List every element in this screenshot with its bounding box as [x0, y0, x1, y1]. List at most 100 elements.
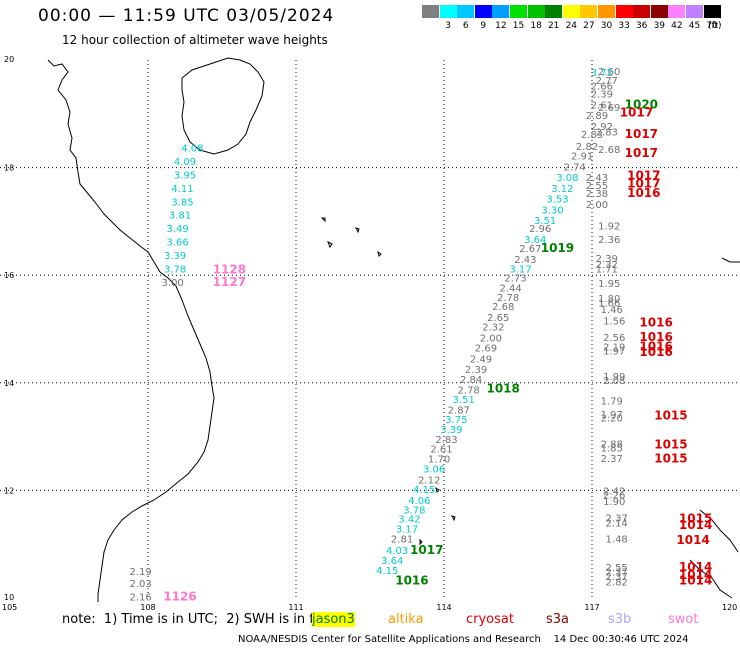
- pressure-label: 1017: [627, 177, 660, 191]
- wave-height-reading: 2.89: [586, 111, 608, 122]
- wave-height-reading: 2.96: [529, 224, 551, 235]
- legend-swatch: [580, 5, 598, 18]
- wave-height-reading: 1.95: [598, 279, 620, 290]
- wave-height-reading: 3.06: [423, 465, 445, 476]
- wave-height-reading: 2.91: [571, 152, 593, 163]
- legend-label: 9: [480, 21, 487, 31]
- wave-height-reading: 3.51: [534, 216, 556, 227]
- pressure-label: 1014: [679, 518, 712, 532]
- wave-height-reading: 2.78: [497, 293, 519, 304]
- spratly-islands: [419, 486, 456, 546]
- wave-height-reading: 1.48: [606, 535, 628, 546]
- wave-height-reading: 2.00: [480, 333, 502, 344]
- wave-height-reading: 4.08: [181, 143, 203, 154]
- wave-height-reading: 2.81: [391, 535, 413, 546]
- wave-height-reading: 2.65: [487, 313, 509, 324]
- wave-height-reading: 1.79: [601, 396, 623, 407]
- wave-height-reading: 2.00: [586, 200, 608, 211]
- coastline: [47, 57, 740, 602]
- wave-height-reading: 4.11: [171, 184, 193, 195]
- wave-height-reading: 2.83: [596, 127, 618, 138]
- latitude-label: 10: [4, 593, 14, 602]
- wave-height-reading: 2.14: [606, 518, 628, 529]
- wave-height-reading: 2.32: [482, 323, 504, 334]
- pressure-label: 1015: [654, 408, 687, 422]
- longitude-label: 114: [436, 603, 451, 612]
- wave-height-reading: 2.37: [606, 572, 628, 583]
- wave-height-reading: 2.55: [586, 181, 608, 192]
- page-subtitle: 12 hour collection of altimeter wave hei…: [62, 33, 328, 47]
- pressure-label: 1127: [213, 275, 246, 289]
- wave-height-reading: 3.64: [524, 235, 546, 246]
- wave-height-reading: 3.53: [546, 195, 568, 206]
- wave-height-reading: 2.74: [564, 162, 586, 173]
- legend-swatch: [510, 5, 527, 18]
- wave-height-reading: 2.39: [591, 90, 613, 101]
- pressure-label: 1020: [625, 97, 658, 111]
- wave-height-reading: 2.88: [601, 439, 623, 450]
- wave-height-reading: 2.56: [603, 333, 625, 344]
- wave-height-reading: 2.49: [470, 354, 492, 365]
- legend-swatch: [598, 5, 615, 18]
- latitude-label: 16: [4, 271, 14, 280]
- wave-height-reading: 2.37: [606, 567, 628, 578]
- wave-height-reading: 2.92: [591, 122, 613, 133]
- legend-swatch: [615, 5, 633, 18]
- latitude-label: 14: [4, 379, 14, 388]
- wave-height-reading: 2.68: [492, 302, 514, 313]
- wave-height-reading: 3.00: [162, 278, 184, 289]
- wave-height-reading: 1.56: [603, 317, 625, 328]
- wave-height-reading: 2.39: [465, 365, 487, 376]
- longitude-label: 120: [722, 603, 737, 612]
- pressure-label: 1019: [541, 241, 574, 255]
- legend-label: 6: [462, 21, 469, 31]
- wave-height-reading: 2.61: [430, 445, 452, 456]
- legend-swatch: [668, 5, 686, 18]
- wave-height-reading: 1.70: [428, 454, 450, 465]
- wave-height-reading: 3.39: [164, 251, 186, 262]
- legend-label: 45: [688, 21, 701, 31]
- pressure-label: 1017: [625, 146, 658, 160]
- pressure-label: 1018: [486, 381, 519, 395]
- legend-swatch: [703, 5, 721, 18]
- wave-height-reading: 2.82: [576, 142, 598, 153]
- wave-height-reading: 1.66: [598, 298, 620, 309]
- wave-height-reading: 1.80: [598, 294, 620, 305]
- wave-height-reading: 3.17: [509, 265, 531, 276]
- wave-height-reading: 2.08: [603, 376, 625, 387]
- wave-height-reading: 2.32: [596, 260, 618, 271]
- axis-labels: 105 108 111 114 117 120 20 18 16 14 12 10: [2, 55, 737, 612]
- footer-note: note: 1) Time is in UTC; 2) SWH is in fe…: [62, 612, 335, 627]
- wave-height-reading: 3.08: [556, 173, 578, 184]
- pressure-label: 1017: [620, 105, 653, 119]
- wave-height-reading: 3.95: [174, 170, 196, 181]
- wave-height-reading: 2.26: [603, 490, 625, 501]
- pressure-label: 1015: [654, 437, 687, 451]
- philippines-coastline: [689, 257, 740, 599]
- wave-height-reading: 2.77: [596, 76, 618, 87]
- wave-height-reading: 1.90: [603, 497, 625, 508]
- paracel-islands: [320, 217, 382, 257]
- wave-height-reading: 3.39: [440, 425, 462, 436]
- hainan-island-coastline: [181, 57, 265, 155]
- wave-height-reading: 2.73: [504, 274, 526, 285]
- pressure-label: 1017: [627, 168, 660, 182]
- longitude-label: 111: [288, 603, 303, 612]
- wave-height-reading: 2.61: [591, 100, 613, 111]
- legend-label: 30: [600, 21, 613, 31]
- wave-height-readings: 4.08 4.09 3.95 4.11 3.85 3.81 3.49 3.66 3.39 3.78…: [129, 67, 627, 604]
- legend-label: 15: [512, 21, 525, 31]
- pressure-label: 1126: [163, 590, 196, 604]
- pressure-label: 1014: [679, 560, 712, 574]
- wave-height-reading: 1.99: [603, 372, 625, 383]
- page-title: 00:00 — 11:59 UTC 03/05/2024: [38, 6, 335, 26]
- wave-height-reading: 2.20: [601, 414, 623, 425]
- wave-height-reading: 4.15: [413, 485, 435, 496]
- pressure-label: 1014: [679, 574, 712, 588]
- satellite-s3b: s3b: [608, 612, 632, 627]
- wave-height-reading: 3.78: [164, 265, 186, 276]
- lat-lon-grid: [0, 60, 740, 598]
- wave-height-reading: 3.85: [171, 197, 193, 208]
- pressure-label: 1016: [639, 330, 672, 344]
